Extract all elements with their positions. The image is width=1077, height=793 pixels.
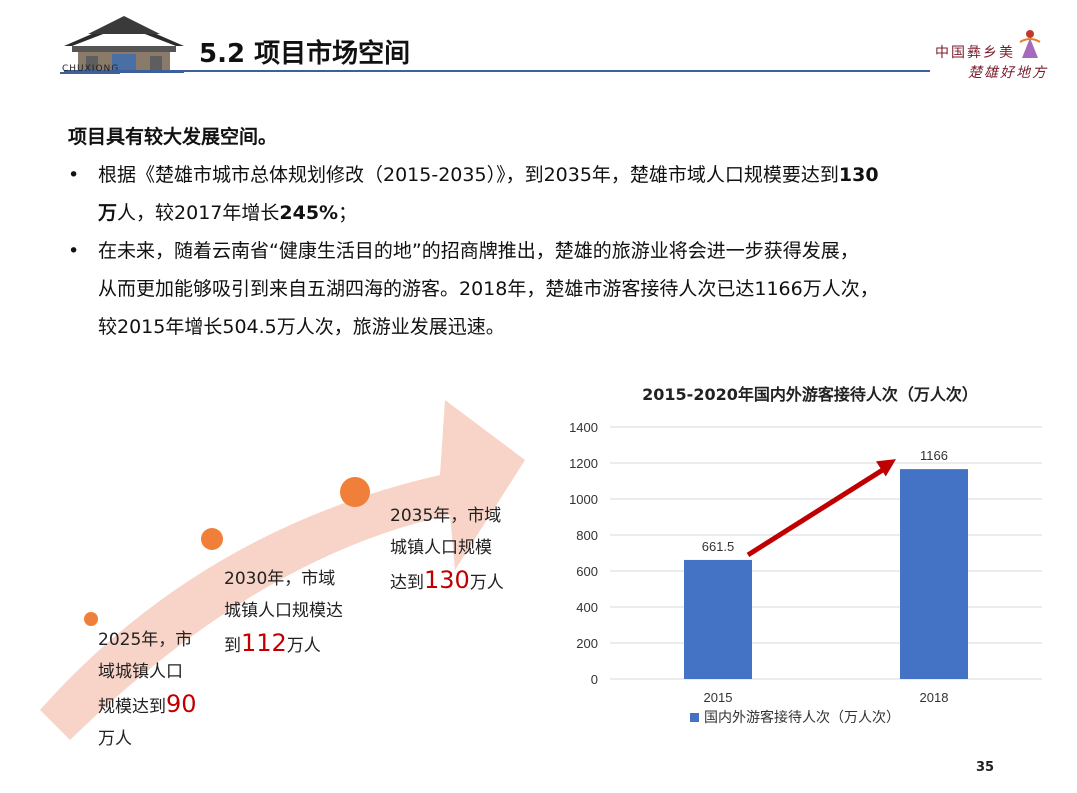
- milestone-2035: 2035年，市域 城镇人口规模 达到130万人: [390, 500, 504, 599]
- milestone-text: 城镇人口规模: [390, 538, 492, 558]
- y-tick-label: 1400: [569, 420, 598, 435]
- tourism-bar-chart: 0 200 400 600 800 1000 1200 1400 661.5 2015 1166 20…: [569, 420, 1042, 726]
- title-underline-left: [60, 72, 120, 74]
- title-underline: [112, 70, 930, 72]
- bullet-line: 从而更加能够吸引到来自五湖四海的游客。2018年，楚雄市游客接待人次已达1166…: [98, 278, 879, 300]
- milestone-text: 城镇人口规模达: [224, 601, 343, 621]
- milestone-number: 90: [166, 690, 197, 718]
- bullet-dot: •: [68, 240, 80, 262]
- y-tick-label: 600: [576, 564, 598, 579]
- milestone-text: 2035年，市域: [390, 506, 502, 526]
- bullet-text: 根据《楚雄市城市总体规划修改（2015-2035）》，到2035年，楚雄市域人口…: [98, 164, 839, 186]
- milestone-2030: 2030年，市域 城镇人口规模达 到112万人: [224, 563, 343, 662]
- milestone-text: 达到130万人: [390, 564, 504, 599]
- milestone-label: 万人: [286, 636, 321, 656]
- milestone-text: 域城镇人口: [98, 662, 183, 682]
- milestone-label: 规模达到: [98, 697, 166, 717]
- bullet-item-population: • 根据《楚雄市城市总体规划修改（2015-2035）》，到2035年，楚雄市域…: [68, 156, 1018, 232]
- y-tick-label: 1200: [569, 456, 598, 471]
- bullet-item-tourism: • 在未来，随着云南省“健康生活目的地”的招商牌推出，楚雄的旅游业将会进一步获得…: [68, 232, 1018, 346]
- milestone-dot-2025: [84, 612, 98, 626]
- dancer-icon: [1019, 30, 1041, 58]
- logo-left-text: CHUXIONG: [62, 64, 120, 74]
- legend-label: 国内外游客接待人次（万人次）: [704, 709, 900, 726]
- bullet-line: 在未来，随着云南省“健康生活目的地”的招商牌推出，楚雄的旅游业将会进一步获得发展…: [98, 240, 859, 262]
- bullet-line: 较2015年增长504.5万人次，旅游业发展迅速。: [98, 316, 505, 338]
- milestone-2025: 2025年，市 域城镇人口 规模达到90 万人: [98, 624, 197, 755]
- data-label: 661.5: [702, 539, 735, 554]
- highlight-percent: 245%: [279, 202, 339, 224]
- milestone-number: 112: [241, 629, 287, 657]
- chart-title: 2015-2020年国内外游客接待人次（万人次）: [642, 385, 978, 404]
- trend-arrow-line: [746, 467, 886, 558]
- brand-line-2: 楚雄好地方: [968, 65, 1048, 81]
- milestone-text: 到112万人: [224, 627, 343, 662]
- y-tick-label: 400: [576, 600, 598, 615]
- trend-arrow-head: [875, 459, 896, 477]
- y-tick-label: 800: [576, 528, 598, 543]
- main-text: 项目具有较大发展空间。 • 根据《楚雄市城市总体规划修改（2015-2035）》…: [68, 118, 1018, 346]
- milestone-dot-2035: [340, 477, 370, 507]
- slide-title: 5.2 项目市场空间: [199, 39, 411, 69]
- x-tick-label: 2018: [920, 690, 949, 705]
- milestone-dot-2030: [201, 528, 223, 550]
- growth-arrow-shape: [40, 400, 525, 740]
- highlight-value: 130: [838, 164, 879, 186]
- bar: [684, 559, 752, 679]
- milestone-label: 万人: [469, 573, 504, 593]
- y-tick-label: 200: [576, 636, 598, 651]
- milestone-text: 万人: [98, 729, 132, 749]
- y-tick-label: 1000: [569, 492, 598, 507]
- slide-header: CHUXIONG 5.2 项目市场空间 中国彝乡美 楚雄好地方: [0, 0, 1077, 90]
- data-label: 1166: [920, 448, 948, 463]
- brand-logo-right: 中国彝乡美 楚雄好地方: [930, 30, 1050, 84]
- growth-timeline: 2025年，市 域城镇人口 规模达到90 万人 2030年，市域 城镇人口规模达…: [0, 380, 540, 793]
- milestone-text: 规模达到90: [98, 688, 197, 723]
- legend-swatch: [690, 713, 699, 722]
- bullet-text: 人，较2017年增长: [117, 202, 280, 224]
- highlight-unit: 万: [98, 202, 118, 224]
- bullet-text: ；: [338, 202, 358, 224]
- milestone-label: 到: [224, 636, 241, 656]
- x-tick-label: 2015: [704, 690, 733, 705]
- brand-line-1: 中国彝乡美: [935, 45, 1015, 61]
- milestone-number: 130: [424, 566, 470, 594]
- y-tick-label: 0: [591, 672, 598, 687]
- section-heading: 项目具有较大发展空间。: [68, 126, 278, 148]
- milestone-text: 2030年，市域: [224, 569, 336, 589]
- milestone-text: 2025年，市: [98, 630, 193, 650]
- bullet-dot: •: [68, 164, 80, 186]
- bar: [900, 469, 968, 679]
- milestone-label: 达到: [390, 573, 424, 593]
- page-number: 35: [976, 760, 995, 775]
